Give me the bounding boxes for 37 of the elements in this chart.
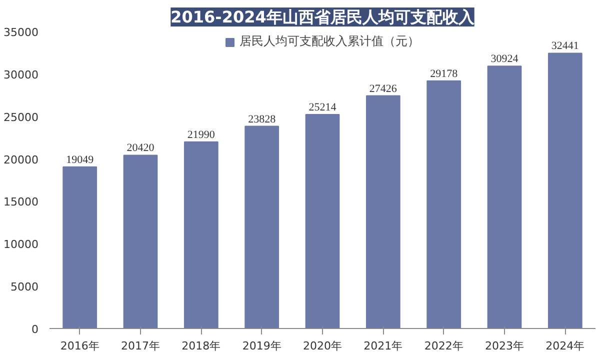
x-tick-label: 2022年	[424, 340, 464, 352]
x-tick-label: 2023年	[485, 340, 524, 352]
y-tick-label: 5000	[10, 280, 39, 294]
x-tick-label: 2021年	[364, 340, 403, 352]
x-tick-label: 2019年	[242, 340, 282, 352]
bar	[62, 166, 98, 328]
data-label: 25214	[308, 102, 337, 114]
x-tick-label: 2017年	[121, 340, 160, 352]
data-label: 19049	[66, 154, 94, 166]
y-tick-label: 25000	[4, 110, 39, 124]
chart-title: 2016-2024年山西省居民人均可支配收入	[170, 8, 476, 26]
bar	[487, 66, 522, 328]
data-label: 30924	[490, 53, 519, 66]
data-label: 23828	[248, 113, 276, 126]
bar	[123, 154, 158, 328]
bar	[244, 126, 280, 328]
bar	[426, 80, 462, 328]
legend-label: 居民人均可支配收入累计值（元）	[240, 33, 420, 50]
data-label: 32441	[551, 40, 579, 52]
bar	[305, 114, 340, 328]
x-tick-label: 2020年	[303, 340, 342, 352]
y-tick-label: 30000	[4, 68, 39, 82]
bar	[184, 141, 218, 328]
y-tick-label: 20000	[4, 153, 39, 166]
y-tick-label: 35000	[4, 26, 39, 39]
y-tick-label: 0	[32, 323, 38, 336]
x-tick-label: 2016年	[60, 340, 100, 352]
y-tick-label: 15000	[4, 196, 39, 209]
x-tick-label: 2018年	[182, 340, 221, 352]
bar	[548, 52, 582, 328]
data-label: 27426	[369, 82, 398, 95]
y-tick-label: 10000	[4, 238, 39, 252]
data-label: 20420	[126, 142, 155, 154]
bar	[366, 95, 400, 328]
data-label: 21990	[187, 128, 216, 141]
x-tick-label: 2024年	[546, 340, 585, 352]
data-label: 29178	[430, 68, 458, 80]
